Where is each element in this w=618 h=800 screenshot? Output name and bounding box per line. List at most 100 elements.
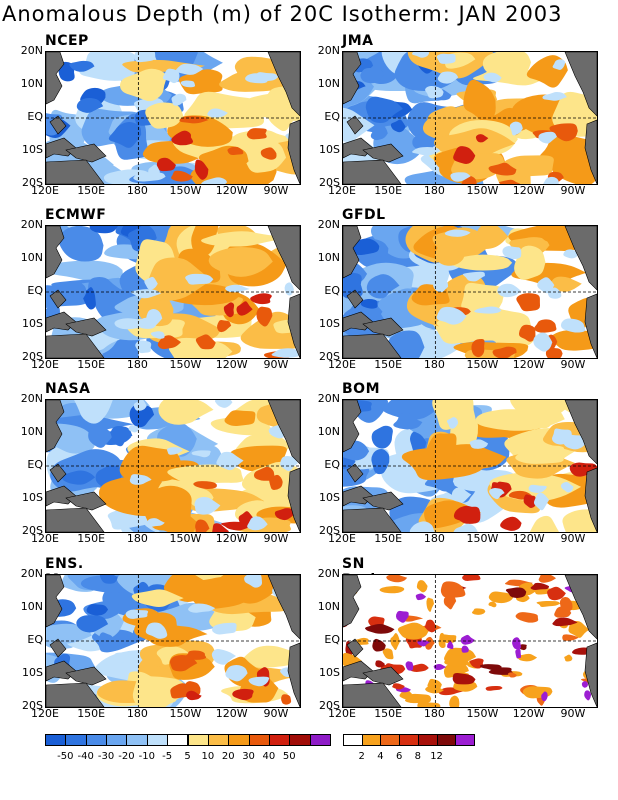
field-contour xyxy=(563,249,578,259)
land-mass xyxy=(46,52,65,105)
land-mass xyxy=(267,226,300,291)
field-contour xyxy=(471,339,485,358)
map-svg xyxy=(343,575,597,707)
x-tick-label: 180 xyxy=(126,532,148,545)
field-contour xyxy=(379,586,405,594)
land-mass xyxy=(362,317,404,337)
field-contour xyxy=(474,306,502,314)
field-contour xyxy=(148,164,160,180)
field-contour xyxy=(517,653,538,662)
field-contour xyxy=(528,484,547,493)
field-contour xyxy=(382,648,394,660)
field-contour xyxy=(247,516,268,531)
x-tick-label: 120E xyxy=(328,707,356,720)
land-mass xyxy=(65,317,107,337)
field-contour xyxy=(479,664,502,671)
field-contour xyxy=(409,663,429,672)
field-contour xyxy=(432,400,476,430)
land-mass xyxy=(584,642,597,707)
field-contour xyxy=(162,68,180,84)
field-contour xyxy=(564,654,573,662)
x-tick-label: 120E xyxy=(328,358,356,371)
field-contour xyxy=(458,506,481,524)
x-tick-label: 150W xyxy=(466,532,499,545)
field-contour xyxy=(424,619,436,633)
panel-title: NCEP xyxy=(45,33,89,49)
colorbar-swatch xyxy=(45,734,67,746)
colorbar-swatch xyxy=(207,734,230,746)
field-contour xyxy=(438,632,446,649)
colorbar-swatch xyxy=(361,734,382,746)
land-mass xyxy=(584,293,597,358)
y-tick-label: 20N xyxy=(20,392,43,405)
field-contour xyxy=(426,433,457,465)
y-tick-label: 20S xyxy=(319,699,340,712)
colorbar-swatch xyxy=(106,734,128,746)
field-contour xyxy=(351,238,380,256)
colorbar-label: 40 xyxy=(262,751,276,762)
field-contour xyxy=(201,177,228,184)
x-tick-label: 180 xyxy=(126,358,148,371)
x-tick-label: 150E xyxy=(77,532,106,545)
field-contour xyxy=(425,85,444,99)
field-contour xyxy=(444,654,469,667)
y-tick-label: 20S xyxy=(319,524,340,537)
field-contour xyxy=(88,277,123,300)
y-tick-label: 10S xyxy=(319,666,340,679)
field-contour xyxy=(375,660,385,668)
field-contour xyxy=(473,226,509,249)
land-mass xyxy=(343,159,402,184)
map-field xyxy=(45,51,301,185)
field-contour xyxy=(547,586,566,601)
colorbar-label: 8 xyxy=(414,751,422,762)
land-mass xyxy=(46,137,77,159)
field-contour xyxy=(460,634,475,645)
field-contour xyxy=(485,685,503,691)
field-contour xyxy=(224,410,256,427)
field-contour xyxy=(488,601,497,608)
y-tick-label: 20S xyxy=(22,524,43,537)
x-tick-label: 180 xyxy=(423,707,445,720)
field-contour xyxy=(158,508,197,532)
map-field xyxy=(342,225,598,359)
x-tick-label: 150W xyxy=(169,707,202,720)
colorbar-label: 12 xyxy=(430,751,443,762)
field-contour xyxy=(194,496,221,515)
x-tick-label: 90W xyxy=(263,358,289,371)
field-contour xyxy=(529,515,559,532)
colorbar-label: -40 xyxy=(77,751,94,762)
field-contour xyxy=(119,445,183,484)
field-contour xyxy=(462,575,481,581)
field-contour xyxy=(253,466,275,481)
field-contour xyxy=(365,96,403,123)
land-mass xyxy=(65,491,107,511)
land-mass xyxy=(65,666,107,686)
field-contour xyxy=(390,632,400,651)
x-tick-label: 150W xyxy=(169,184,202,197)
field-contour xyxy=(433,663,447,671)
x-tick-label: 150E xyxy=(77,707,106,720)
field-contour xyxy=(133,495,165,510)
land-mass xyxy=(46,400,65,453)
colorbar-label: 20 xyxy=(221,751,235,762)
field-contour xyxy=(516,293,540,312)
field-contour xyxy=(227,146,244,156)
field-contour xyxy=(343,272,363,299)
colorbar-swatch xyxy=(309,734,331,746)
field-contour xyxy=(79,52,137,81)
land-mass xyxy=(267,575,300,640)
y-tick-label: 20N xyxy=(317,567,340,580)
field-contour xyxy=(132,676,188,707)
field-contour xyxy=(146,518,165,527)
field-contour xyxy=(180,80,196,88)
x-tick-label: 120W xyxy=(215,358,248,371)
land-mass xyxy=(343,400,362,453)
land-mass xyxy=(267,400,300,465)
colorbar-swatch xyxy=(126,734,148,746)
field-contour xyxy=(552,59,566,70)
map-svg xyxy=(46,400,300,532)
field-contour xyxy=(281,694,292,705)
field-contour xyxy=(505,587,527,598)
map-field xyxy=(342,574,598,708)
land-mass xyxy=(343,52,362,105)
